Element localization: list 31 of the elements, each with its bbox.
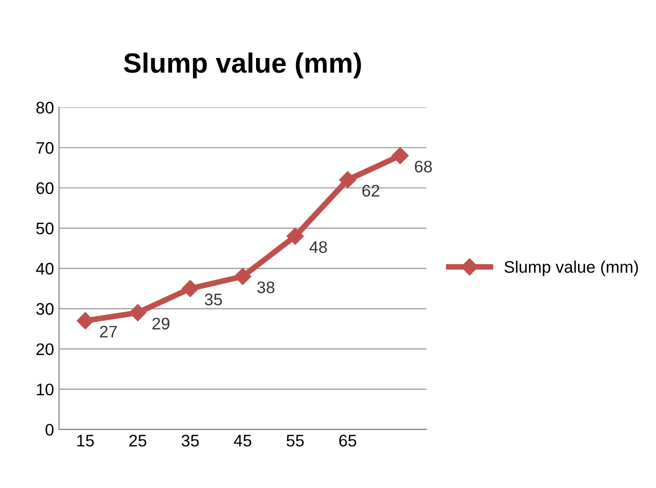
y-tick-label: 10 bbox=[36, 384, 54, 396]
point bbox=[234, 268, 252, 286]
x-tick-label: 45 bbox=[234, 434, 252, 447]
x-tick-label: 55 bbox=[286, 434, 304, 447]
legend-label: Slump value (mm) bbox=[504, 260, 638, 276]
y-tick-label: 40 bbox=[36, 262, 54, 275]
y-tick-label: 20 bbox=[36, 343, 54, 356]
x-tick-label: 25 bbox=[129, 434, 146, 447]
data-label: 29 bbox=[152, 318, 170, 330]
y-tick-label: 60 bbox=[36, 182, 54, 194]
point bbox=[182, 280, 199, 298]
y-tick-label: 50 bbox=[36, 222, 54, 234]
data-label: 48 bbox=[309, 241, 327, 254]
data-label: 68 bbox=[414, 160, 432, 173]
y-tick-label: 80 bbox=[36, 102, 54, 114]
point bbox=[339, 171, 356, 188]
point bbox=[392, 147, 409, 164]
y-tick-label: 70 bbox=[36, 142, 54, 154]
data-label: 35 bbox=[204, 294, 222, 306]
point bbox=[286, 228, 304, 245]
x-tick-label: 35 bbox=[182, 434, 199, 447]
y-tick-label: 30 bbox=[36, 303, 54, 315]
point bbox=[76, 312, 94, 330]
chart-title: Slump value (mm) bbox=[124, 52, 361, 78]
y-tick-label: 0 bbox=[46, 424, 54, 436]
data-label: 38 bbox=[257, 281, 274, 294]
data-label: 62 bbox=[362, 184, 380, 197]
point bbox=[129, 304, 146, 322]
data-label: 27 bbox=[100, 326, 117, 338]
x-tick-label: 15 bbox=[77, 434, 94, 447]
x-tick-label: 65 bbox=[339, 434, 356, 447]
